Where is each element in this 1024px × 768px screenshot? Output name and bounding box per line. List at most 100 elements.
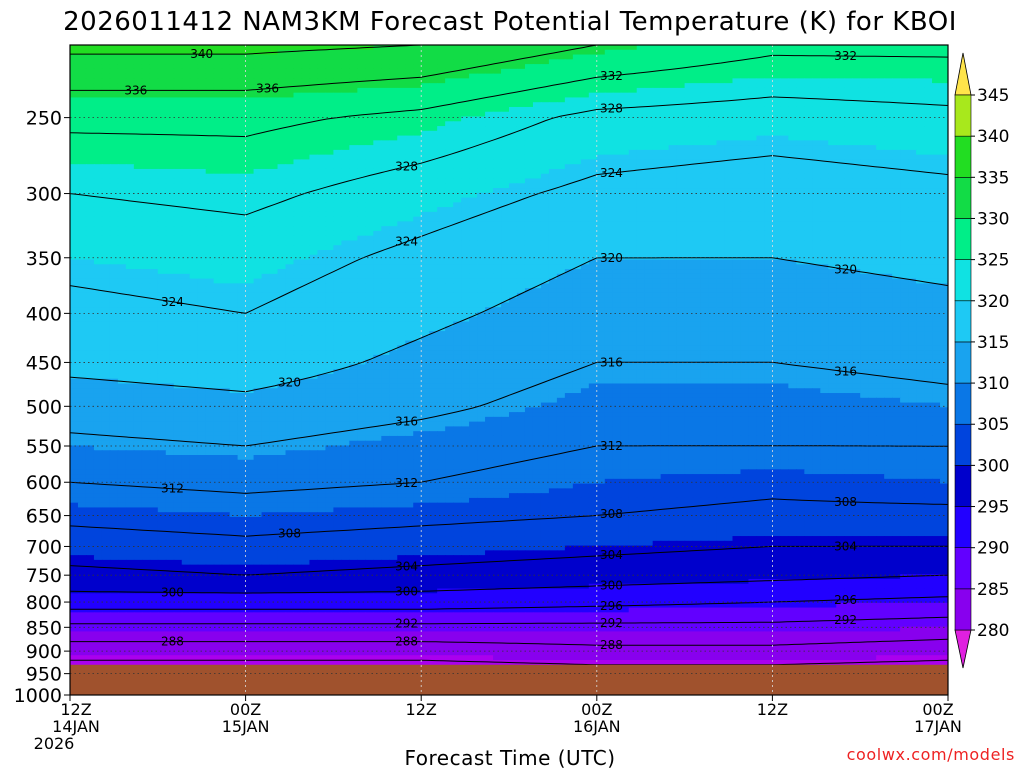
theta-cell [924, 197, 933, 203]
theta-cell [101, 116, 111, 122]
theta-cell [213, 49, 223, 56]
theta-cell [708, 73, 718, 79]
theta-cell [237, 130, 247, 137]
theta-cell [740, 159, 750, 165]
theta-cell [293, 197, 303, 203]
theta-cell [612, 178, 622, 184]
theta-cell [301, 78, 311, 84]
theta-cell [524, 49, 534, 56]
theta-cell [724, 230, 734, 237]
theta-cell [181, 235, 191, 242]
theta-cell [828, 211, 837, 218]
theta-cell [844, 173, 853, 180]
theta-cell [532, 197, 542, 203]
theta-cell [812, 126, 821, 132]
theta-cell [588, 149, 598, 156]
theta-cell [732, 111, 742, 118]
theta-cell [572, 102, 582, 108]
theta-cell [101, 68, 111, 75]
theta-cell [437, 221, 446, 227]
theta-cell [389, 235, 398, 242]
theta-cell [421, 197, 430, 203]
theta-cell [237, 235, 247, 242]
theta-cell [812, 73, 821, 79]
theta-cell [692, 64, 702, 70]
theta-cell [628, 183, 638, 189]
theta-cell [189, 49, 199, 56]
theta-cell [373, 192, 382, 199]
theta-cell [740, 240, 750, 246]
theta-cell [756, 188, 766, 194]
theta-cell [556, 121, 566, 127]
theta-cell [461, 192, 470, 199]
theta-cell [940, 64, 948, 70]
theta-cell [157, 192, 167, 199]
theta-cell [916, 211, 925, 218]
theta-cell [389, 59, 398, 65]
theta-cell [93, 149, 103, 156]
theta-cell [660, 188, 670, 194]
theta-cell [676, 207, 686, 213]
theta-cell [213, 173, 223, 180]
theta-cell [812, 245, 821, 251]
theta-cell [628, 178, 638, 184]
theta-cell [516, 226, 526, 232]
theta-cell [924, 87, 933, 94]
theta-cell [700, 59, 710, 65]
theta-cell [133, 135, 143, 141]
theta-cell [556, 235, 566, 242]
theta-cell [676, 126, 686, 132]
theta-cell [421, 216, 430, 222]
theta-cell [485, 78, 494, 84]
theta-cell [333, 216, 342, 222]
theta-cell [876, 197, 885, 203]
theta-cell [524, 168, 534, 175]
theta-cell [532, 168, 542, 175]
theta-cell [189, 211, 199, 218]
theta-cell [676, 183, 686, 189]
theta-cell [341, 216, 350, 222]
theta-cell [253, 78, 263, 84]
theta-cell [668, 192, 678, 199]
theta-cell [125, 168, 135, 175]
theta-cell [900, 135, 909, 141]
theta-cell [245, 178, 255, 184]
theta-cell [572, 140, 582, 146]
theta-cell [852, 254, 861, 261]
theta-cell [644, 135, 654, 141]
theta-cell [740, 230, 750, 237]
theta-cell [141, 116, 151, 122]
theta-cell [317, 216, 327, 222]
theta-cell [724, 83, 734, 89]
theta-cell [253, 149, 263, 156]
theta-cell [381, 197, 390, 203]
theta-cell [836, 178, 845, 184]
theta-cell [924, 168, 933, 175]
theta-cell [301, 145, 311, 151]
theta-cell [205, 154, 215, 161]
theta-cell [908, 159, 917, 165]
theta-cell [181, 159, 191, 165]
theta-cell [141, 168, 151, 175]
theta-cell [740, 226, 750, 232]
theta-cell [285, 250, 295, 256]
theta-cell [868, 45, 877, 51]
theta-cell [556, 230, 566, 237]
theta-cell [445, 250, 454, 256]
theta-cell [101, 111, 111, 118]
theta-cell [173, 168, 183, 175]
theta-cell [189, 173, 199, 180]
theta-cell [477, 130, 486, 137]
theta-cell [421, 145, 430, 151]
theta-cell [205, 68, 215, 75]
theta-cell [237, 54, 247, 60]
theta-cell [764, 149, 773, 156]
theta-cell [916, 97, 925, 103]
theta-cell [469, 64, 478, 70]
theta-cell [756, 121, 766, 127]
theta-cell [189, 54, 199, 60]
theta-cell [724, 45, 734, 51]
theta-cell [844, 250, 853, 256]
theta-cell [165, 164, 175, 170]
